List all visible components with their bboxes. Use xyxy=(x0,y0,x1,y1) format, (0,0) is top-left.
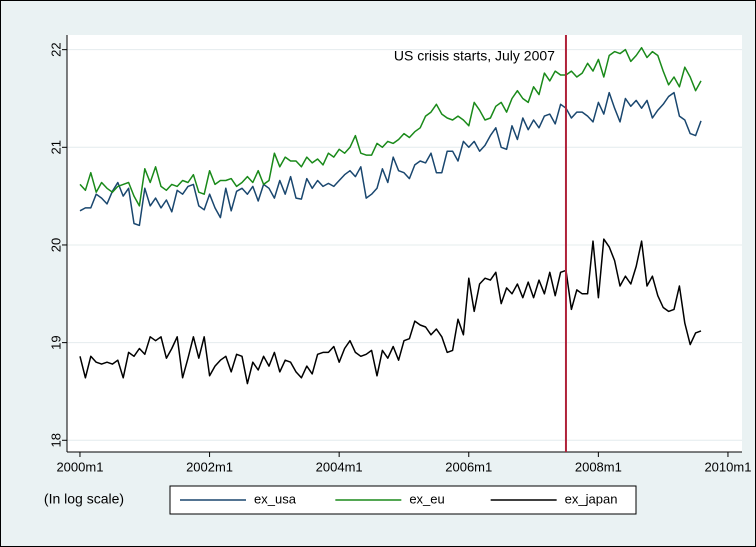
legend-box xyxy=(169,485,637,515)
y-tick-label: 19 xyxy=(48,335,63,349)
series-line xyxy=(79,91,702,227)
y-tick-label: 22 xyxy=(48,42,63,56)
x-tick-label: 2010m1 xyxy=(704,459,751,474)
legend-label: ex_eu xyxy=(409,491,444,506)
note: (In log scale) xyxy=(44,491,124,507)
x-tick-label: 2008m1 xyxy=(575,459,622,474)
x-tick-label: 2002m1 xyxy=(186,459,233,474)
y-tick-label: 20 xyxy=(48,238,63,252)
x-tick-label: 2000m1 xyxy=(56,459,103,474)
series-line xyxy=(79,238,702,385)
x-tick-label: 2006m1 xyxy=(445,459,492,474)
legend-label: ex_japan xyxy=(565,491,618,506)
legend-label: ex_usa xyxy=(254,491,297,506)
y-tick-label: 21 xyxy=(48,140,63,154)
annotation: US crisis starts, July 2007 xyxy=(394,48,555,64)
series-line xyxy=(79,46,702,207)
y-tick-label: 18 xyxy=(48,433,63,447)
x-tick-label: 2004m1 xyxy=(316,459,363,474)
